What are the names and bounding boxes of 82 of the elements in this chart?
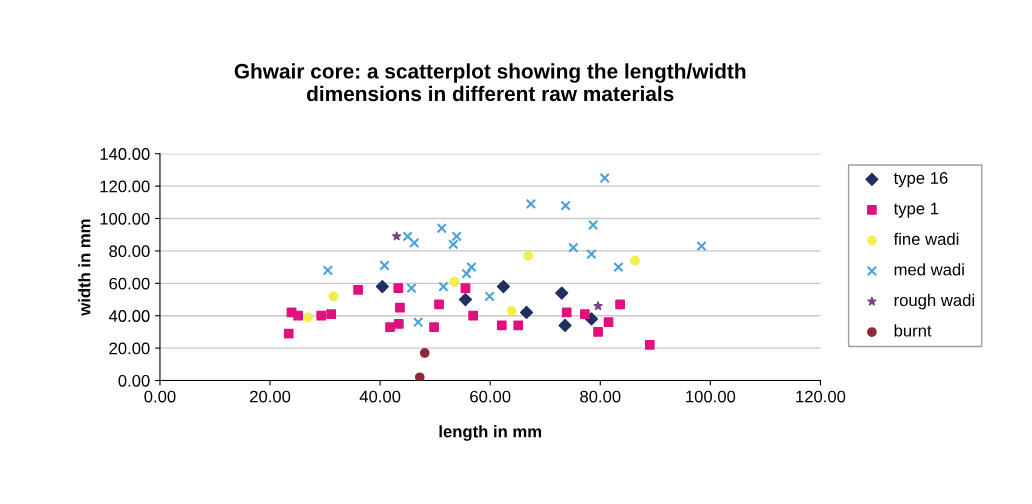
x-tick-label: 80.00 [580,390,621,403]
legend-label: rough wadi [894,293,974,310]
point [630,255,640,266]
y-tick-label: 120.00 [100,180,150,193]
point [303,312,313,323]
point [468,310,478,321]
point [409,237,420,249]
legend-label: med wadi [894,263,964,276]
point [385,322,395,332]
point [436,223,447,234]
point [513,320,524,331]
point [496,279,510,294]
y-tick-label: 20.00 [109,342,150,355]
y-tick-label: 60.00 [109,277,150,290]
point [599,172,610,184]
point [460,283,471,294]
x-tick-label: 40.00 [359,390,401,403]
x-tick-label: 60.00 [470,390,511,403]
point [593,327,603,337]
point [353,284,363,295]
point [322,265,334,276]
point [414,372,425,381]
y-axis-title: width in mm [78,219,91,316]
point [696,240,707,252]
legend-label: fine wadi [893,232,959,245]
point [587,219,599,231]
point [402,231,413,242]
point [326,309,336,319]
point [393,283,404,294]
point [615,299,625,310]
point [560,200,571,211]
y-tick-label: 40.00 [108,310,150,322]
x-tick-label: 0.00 [144,390,176,403]
point [438,281,449,292]
chart-title: Ghwair core: a scatterplot showing the length/width dimensions in different raw materials [234,63,746,102]
point [580,309,590,319]
point [316,310,327,321]
point [412,316,424,328]
y-tick-label: 80.00 [109,245,150,258]
point [328,291,339,302]
point [496,320,507,331]
point [449,276,460,287]
point [523,250,534,261]
point [379,260,390,271]
x-tick-label: 100.00 [686,390,736,403]
point [568,242,579,253]
point [525,198,537,210]
point [406,282,417,294]
point [593,301,603,311]
point [466,261,477,273]
point [429,322,439,332]
point [613,261,624,273]
legend-label: type 1 [893,202,939,218]
y-tick-label: 0.00 [118,374,150,387]
point [561,307,572,318]
point [448,239,459,250]
point [293,310,303,321]
point [506,305,517,316]
point [434,299,444,310]
point [391,231,402,241]
point [451,231,462,242]
point [519,305,534,320]
y-tick-label: 140.00 [100,148,150,160]
point [283,328,294,339]
point [555,286,569,300]
point [603,317,614,328]
x-axis-title: length in mm [439,425,542,441]
point [644,340,655,350]
point [461,268,472,279]
x-tick-label: 120.00 [796,390,846,403]
point [375,279,389,294]
point [484,291,495,302]
y-tick-label: 100.00 [100,212,150,225]
point [395,302,405,313]
point [393,318,404,329]
legend-label: type 16 [893,172,948,188]
legend-label: burnt [894,324,932,337]
point [558,318,572,333]
x-tick-label: 20.00 [250,390,291,403]
point [458,292,473,307]
point [586,248,597,260]
point [419,348,430,358]
